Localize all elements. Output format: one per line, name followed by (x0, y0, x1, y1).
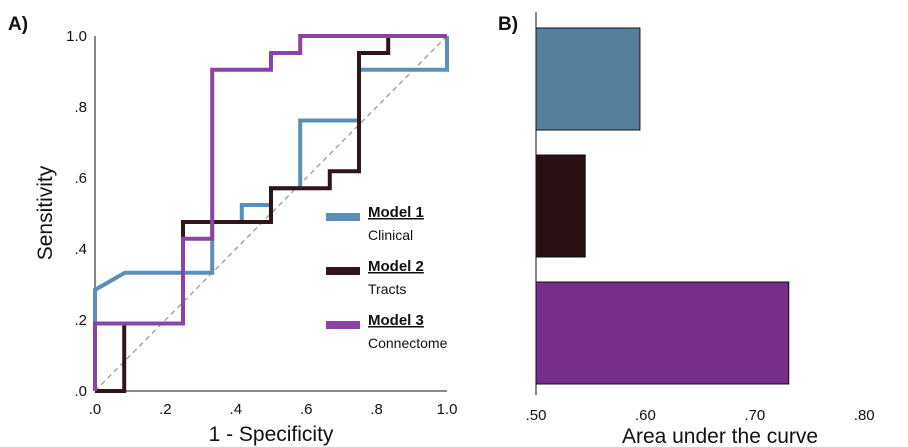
auc-x-tick-label: .50 (526, 407, 547, 424)
auc-x-tick-label: .70 (744, 407, 765, 424)
legend-subtitle-model-3: Connectome (368, 335, 448, 351)
auc-x-axis-label: Area under the curve (622, 425, 818, 447)
roc-y-axis-label: Sensitivity (34, 165, 57, 260)
roc-x-tick-label: .6 (300, 401, 313, 418)
roc-series (93, 34, 449, 393)
roc-y-tick-label: 1.0 (66, 28, 87, 45)
panel-a-label: A) (8, 14, 28, 35)
auc-bar-model-2 (535, 154, 586, 258)
legend-subtitle-model-1: Clinical (368, 227, 413, 243)
roc-legend: Model 1 Clinical Model 2 Tracts Model 3 Conne… (326, 204, 448, 351)
roc-x-tick-label: .0 (89, 401, 102, 418)
legend-title-model-3: Model 3 (368, 312, 424, 329)
roc-y-tick-label: .0 (74, 383, 87, 400)
roc-x-ticks: .0 .2 .4 .6 .8 1.0 (89, 401, 458, 418)
auc-x-ticks: .50 .60 .70 .80 (526, 407, 875, 424)
auc-bars (535, 27, 790, 385)
roc-y-tick-label: .4 (74, 241, 87, 258)
roc-x-tick-label: 1.0 (437, 401, 458, 418)
roc-y-ticks: .0 .2 .4 .6 .8 1.0 (66, 28, 87, 400)
legend-swatch-model-1 (326, 213, 360, 221)
roc-reference-line (94, 35, 448, 392)
auc-x-tick-label: .60 (635, 407, 656, 424)
roc-x-tick-label: .8 (370, 401, 383, 418)
auc-bar-model-1 (535, 27, 641, 131)
roc-x-axis-label: 1 - Specificity (209, 423, 334, 446)
roc-y-tick-label: .6 (74, 170, 87, 187)
roc-panel: A) .0 .2 .4 .6 .8 1.0 .0 .2 .4 .6 .8 1.0 1 - Speci… (8, 14, 457, 446)
panel-b-label: B) (498, 14, 518, 35)
legend-swatch-model-3 (326, 321, 360, 329)
auc-panel: B) .50 .60 .70 .80 Area under the curve (498, 12, 875, 447)
legend-subtitle-model-2: Tracts (368, 281, 406, 297)
legend-title-model-2: Model 2 (368, 258, 424, 275)
roc-x-tick-label: .4 (230, 401, 243, 418)
auc-x-tick-label: .80 (854, 407, 875, 424)
legend-swatch-model-2 (326, 267, 360, 275)
auc-bar-model-3 (535, 281, 790, 385)
roc-y-tick-label: .2 (74, 312, 87, 329)
roc-line-model-3 (93, 34, 447, 391)
legend-title-model-1: Model 1 (368, 204, 424, 221)
roc-y-tick-label: .8 (74, 99, 87, 116)
roc-x-tick-label: .2 (159, 401, 172, 418)
